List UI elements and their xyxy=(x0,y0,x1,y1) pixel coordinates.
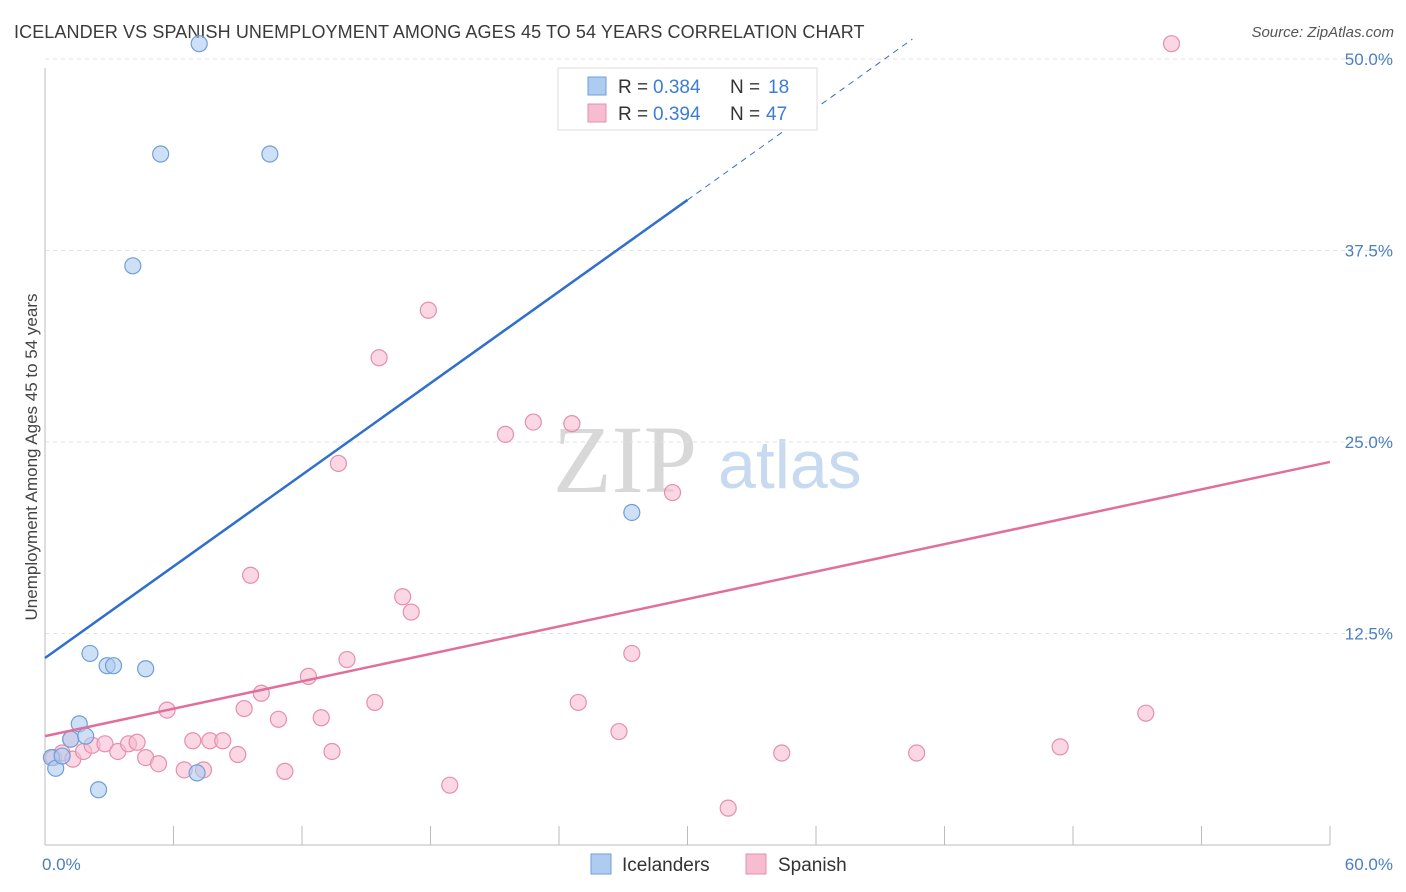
y-tick-label: 25.0% xyxy=(1345,433,1393,452)
y-tick-label: 12.5% xyxy=(1345,625,1393,644)
spanish-point xyxy=(128,733,146,751)
spanish-point xyxy=(394,588,412,606)
icelanders-point xyxy=(62,730,80,748)
spanish-point xyxy=(569,693,587,712)
watermark-atlas: atlas xyxy=(718,427,862,503)
spanish-point xyxy=(214,732,232,750)
icelanders-point xyxy=(81,644,99,663)
legend-n-value-spanish: 47 xyxy=(766,104,787,125)
spanish-point xyxy=(323,742,341,761)
bottom-legend-swatch-icelanders xyxy=(590,853,612,875)
x-tick-label-min: 0.0% xyxy=(42,855,81,874)
spanish-point xyxy=(719,799,737,817)
spanish-point xyxy=(312,709,330,727)
spanish-point xyxy=(269,710,288,728)
icelanders-trend-line xyxy=(44,198,689,660)
icelanders-point xyxy=(104,657,123,675)
spanish-point xyxy=(524,413,542,431)
spanish-point xyxy=(242,566,260,584)
axes xyxy=(44,68,1331,846)
chart-title: ICELANDER VS SPANISH UNEMPLOYMENT AMONG … xyxy=(14,22,865,42)
bottom-legend-label-spanish: Spanish xyxy=(778,855,847,876)
icelanders-point xyxy=(261,145,279,163)
legend-r-value-spanish: 0.394 xyxy=(653,104,701,125)
spanish-point xyxy=(184,732,202,750)
y-axis-label: Unemployment Among Ages 45 to 54 years xyxy=(22,294,41,621)
spanish-point xyxy=(441,776,459,794)
icelanders-point xyxy=(152,145,170,163)
y-tick-labels: 12.5% 25.0% 37.5% 50.0% xyxy=(1345,50,1393,644)
spanish-point xyxy=(338,650,356,669)
chart-source: Source: ZipAtlas.com xyxy=(1251,24,1394,41)
trend-lines xyxy=(44,38,1331,738)
icelanders-trend-extension xyxy=(687,38,913,201)
spanish-point xyxy=(610,722,628,741)
spanish-point xyxy=(96,735,114,753)
spanish-point xyxy=(563,415,581,433)
data-points xyxy=(42,35,1181,817)
legend-n-label-icelanders: N = xyxy=(730,77,760,98)
icelanders-point xyxy=(53,747,71,765)
spanish-point xyxy=(663,483,682,502)
spanish-trend-line xyxy=(44,460,1331,738)
spanish-point xyxy=(366,693,384,712)
icelanders-point xyxy=(190,35,208,53)
icelanders-point xyxy=(137,660,155,678)
legend-swatch-icelanders xyxy=(587,76,607,96)
legend-n-value-icelanders: 18 xyxy=(768,77,789,98)
icelanders-point xyxy=(623,503,641,522)
correlation-legend: R = 0.384 N = 18 R = 0.394 N = 47 xyxy=(557,67,818,131)
bottom-legend-label-icelanders: Icelanders xyxy=(622,855,710,876)
x-tick-label-max: 60.0% xyxy=(1345,855,1393,874)
icelanders-point xyxy=(89,781,108,799)
legend-r-value-icelanders: 0.384 xyxy=(653,77,701,98)
series-legend: Icelanders Spanish xyxy=(590,853,847,876)
spanish-point xyxy=(1162,35,1181,53)
spanish-point xyxy=(496,425,515,443)
spanish-point xyxy=(1137,704,1155,722)
icelanders-point xyxy=(77,727,95,745)
legend-r-label-spanish: R = xyxy=(618,104,648,125)
spanish-point xyxy=(235,699,253,718)
legend-r-label-icelanders: R = xyxy=(618,77,648,98)
spanish-point xyxy=(623,644,641,663)
legend-swatch-spanish xyxy=(587,103,607,123)
icelanders-point xyxy=(124,257,142,275)
spanish-point xyxy=(402,603,420,621)
bottom-legend-swatch-spanish xyxy=(745,853,767,875)
spanish-point xyxy=(370,349,388,367)
spanish-point xyxy=(329,454,348,473)
spanish-point xyxy=(229,745,247,764)
legend-n-label-spanish: N = xyxy=(730,104,760,125)
spanish-point xyxy=(149,755,168,773)
spanish-point xyxy=(773,744,791,762)
icelanders-point xyxy=(188,764,206,782)
spanish-point xyxy=(276,762,294,780)
spanish-point xyxy=(1051,738,1069,756)
grid-lines xyxy=(45,58,1392,634)
y-tick-label: 50.0% xyxy=(1345,50,1393,69)
spanish-point xyxy=(419,301,437,319)
spanish-point xyxy=(908,744,926,762)
y-tick-label: 37.5% xyxy=(1345,242,1393,261)
